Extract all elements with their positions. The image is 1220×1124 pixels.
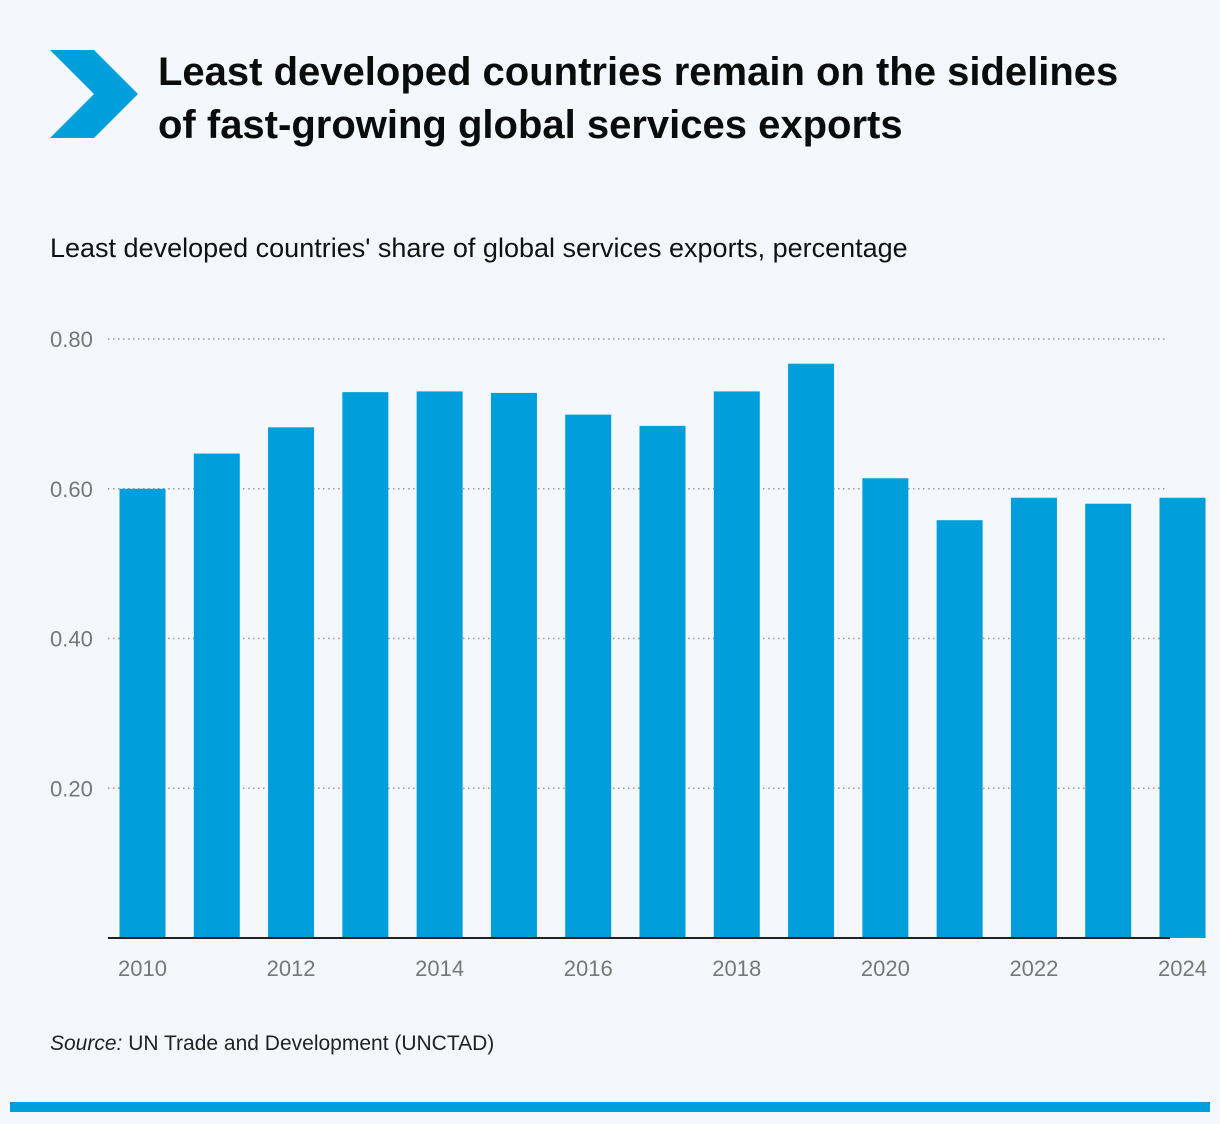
bar	[1085, 503, 1132, 938]
x-tick-label: 2010	[118, 956, 167, 981]
bar	[788, 363, 835, 938]
bar	[1010, 497, 1057, 938]
x-tick-label: 2012	[267, 956, 316, 981]
x-tick-label: 2018	[712, 956, 761, 981]
bar	[862, 478, 909, 938]
x-tick-label: 2016	[564, 956, 613, 981]
bar	[268, 427, 315, 938]
bar	[119, 488, 166, 938]
chevron-right-icon	[50, 50, 138, 138]
source-text: UN Trade and Development (UNCTAD)	[128, 1032, 495, 1055]
source-label: Source:	[50, 1032, 123, 1055]
y-tick-label: 0.20	[50, 776, 93, 801]
source-note: Source: UN Trade and Development (UNCTAD…	[50, 1032, 494, 1056]
x-tick-label: 2022	[1009, 956, 1058, 981]
y-tick-label: 0.40	[50, 627, 93, 652]
y-tick-label: 0.60	[50, 477, 93, 502]
bar-chart: 0.20 0.40 0.60 0.80 2010 2012 2014 2016 2018 2020…	[50, 327, 1207, 981]
bar	[342, 392, 389, 938]
bar	[936, 520, 983, 938]
x-tick-label: 2020	[861, 956, 910, 981]
bar	[639, 425, 686, 939]
bar	[713, 391, 760, 939]
x-tick-label: 2014	[415, 956, 464, 981]
bar	[193, 453, 240, 938]
bar	[490, 392, 537, 938]
chart-subtitle: Least developed countries' share of glob…	[50, 233, 908, 263]
bar	[565, 414, 612, 938]
bar	[1159, 497, 1206, 938]
bar	[416, 391, 463, 939]
chart-title: Least developed countries remain on the …	[158, 50, 1119, 147]
y-tick-label: 0.80	[50, 327, 93, 352]
bottom-accent-bar	[10, 1102, 1210, 1112]
x-tick-label: 2024	[1158, 956, 1207, 981]
